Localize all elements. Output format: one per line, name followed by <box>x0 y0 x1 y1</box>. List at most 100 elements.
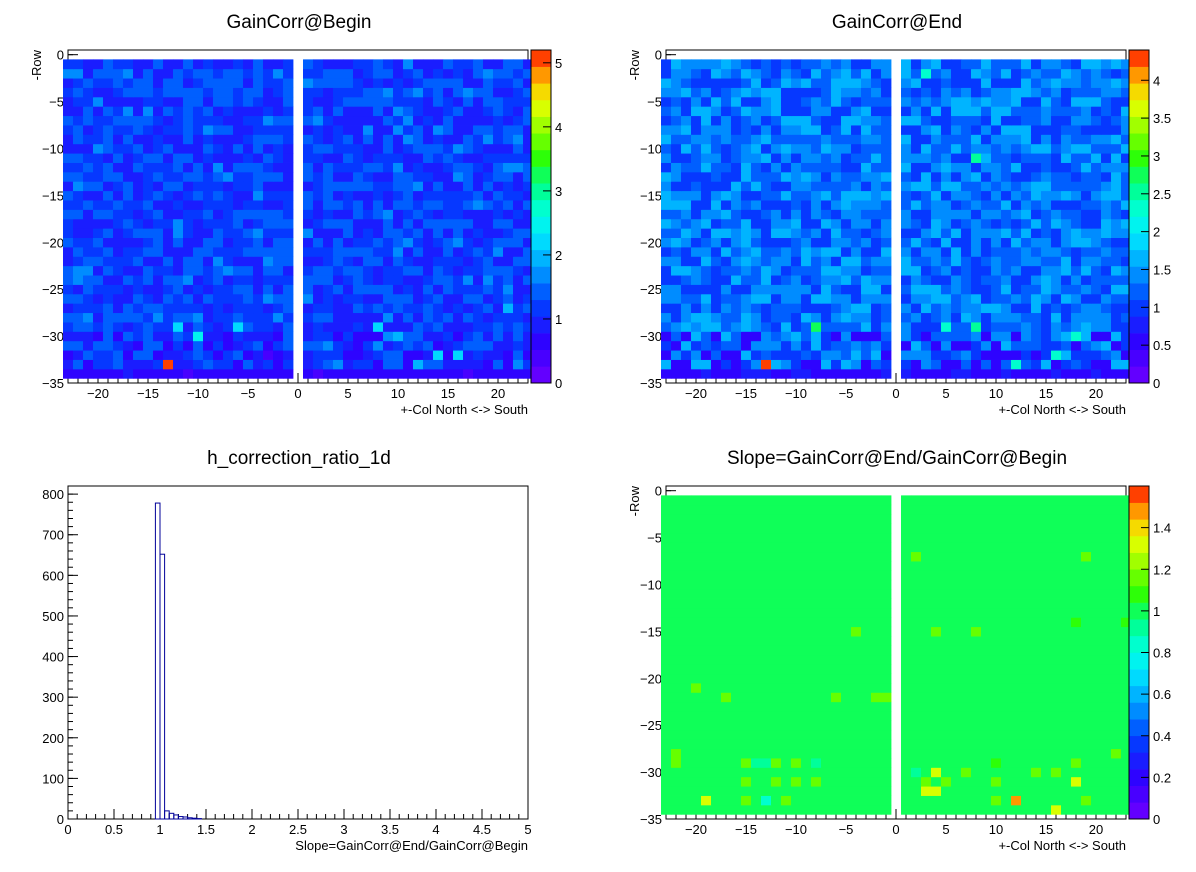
heatmap-cell <box>313 171 324 182</box>
heatmap-cell <box>931 654 942 665</box>
heatmap-cell <box>701 561 712 571</box>
heatmap-cell <box>871 190 882 201</box>
heatmap-cell <box>1101 218 1112 229</box>
heatmap-cell <box>1091 664 1102 675</box>
heatmap-cell <box>513 303 524 314</box>
heatmap-cell <box>393 200 404 210</box>
heatmap-cell <box>193 153 204 163</box>
heatmap-cell <box>841 181 852 192</box>
heatmap-cell <box>493 275 504 285</box>
heatmap-cell <box>1101 303 1112 314</box>
heatmap-cell <box>1101 673 1112 684</box>
heatmap-cell <box>991 636 1002 646</box>
heatmap-cell <box>671 350 682 360</box>
heatmap-cell <box>373 190 384 201</box>
heatmap-cell <box>981 106 992 117</box>
heatmap-cell <box>801 322 812 332</box>
histogram-bin <box>168 812 175 820</box>
heatmap-cell <box>1011 767 1022 778</box>
heatmap-cell <box>971 218 982 229</box>
heatmap-cell <box>681 87 692 98</box>
heatmap-cell <box>781 125 792 135</box>
heatmap-cell <box>333 115 344 126</box>
heatmap-cell <box>273 312 284 323</box>
heatmap-cell <box>413 350 424 360</box>
heatmap-cell <box>961 340 972 351</box>
heatmap-cell <box>941 795 952 806</box>
heatmap-cell <box>681 218 692 229</box>
heatmap-cell <box>721 237 732 248</box>
heatmap-cell <box>113 368 124 379</box>
heatmap-cell <box>443 87 454 98</box>
heatmap-cell <box>691 312 702 323</box>
heatmap-cell <box>1111 795 1122 806</box>
heatmap-cell <box>1031 171 1042 182</box>
heatmap-cell <box>781 171 792 182</box>
heatmap-cell <box>363 293 374 304</box>
heatmap-cell <box>1071 645 1082 656</box>
heatmap-cell <box>393 256 404 267</box>
heatmap-cell <box>701 645 712 656</box>
heatmap-cell <box>253 190 264 201</box>
heatmap-cell <box>711 664 722 675</box>
heatmap-cell <box>1051 795 1062 806</box>
heatmap-cell <box>711 293 722 304</box>
heatmap-cell <box>871 153 882 163</box>
heatmap-cell <box>173 162 184 173</box>
heatmap-cell <box>453 275 464 285</box>
heatmap-cell <box>801 171 812 182</box>
heatmap-cell <box>861 322 872 332</box>
heatmap-cell <box>73 115 84 126</box>
heatmap-cell <box>513 237 524 248</box>
heatmap-cell <box>453 125 464 135</box>
heatmap-cell <box>463 275 474 285</box>
heatmap-cell <box>483 153 494 163</box>
heatmap-cell <box>731 673 742 684</box>
heatmap-cell <box>273 293 284 304</box>
heatmap-cell <box>283 106 294 117</box>
heatmap-cell <box>1001 237 1012 248</box>
heatmap-cell <box>483 368 494 379</box>
heatmap-cell <box>83 312 94 323</box>
heatmap-cell <box>443 265 454 276</box>
heatmap-cell <box>791 256 802 267</box>
heatmap-cell <box>173 96 184 107</box>
heatmap-cell <box>941 758 952 768</box>
heatmap-cell <box>861 200 872 210</box>
heatmap-cell <box>821 275 832 285</box>
heatmap-cell <box>183 218 194 229</box>
heatmap-cell <box>83 359 94 370</box>
heatmap-cell <box>971 228 982 239</box>
heatmap-cell <box>701 701 712 712</box>
heatmap-cell <box>761 115 772 126</box>
heatmap-cell <box>1041 59 1052 70</box>
heatmap-cell <box>333 218 344 229</box>
heatmap-cell <box>1001 162 1012 173</box>
heatmap-cell <box>991 331 1002 342</box>
heatmap-cell <box>1041 589 1052 599</box>
heatmap-cell <box>1121 579 1132 590</box>
heatmap-cell <box>961 59 972 70</box>
heatmap-cell <box>173 115 184 126</box>
heatmap-cell <box>1071 626 1082 637</box>
heatmap-cell <box>751 106 762 117</box>
heatmap-cell <box>711 626 722 637</box>
heatmap-cell <box>393 78 404 88</box>
heatmap-cell <box>911 645 922 656</box>
heatmap-cell <box>681 368 692 379</box>
heatmap-cell <box>771 171 782 182</box>
heatmap-cell <box>253 228 264 239</box>
heatmap-cell <box>1031 181 1042 192</box>
heatmap-cell <box>493 181 504 192</box>
heatmap-cell <box>751 284 762 295</box>
heatmap-cell <box>163 171 174 182</box>
heatmap-cell <box>323 87 334 98</box>
heatmap-cell <box>1001 96 1012 107</box>
heatmap-cell <box>473 228 484 239</box>
heatmap-cell <box>711 106 722 117</box>
heatmap-cell <box>761 125 772 135</box>
color-scale-band <box>531 249 551 267</box>
heatmap-cell <box>323 256 334 267</box>
heatmap-cell <box>183 87 194 98</box>
heatmap-cell <box>741 96 752 107</box>
